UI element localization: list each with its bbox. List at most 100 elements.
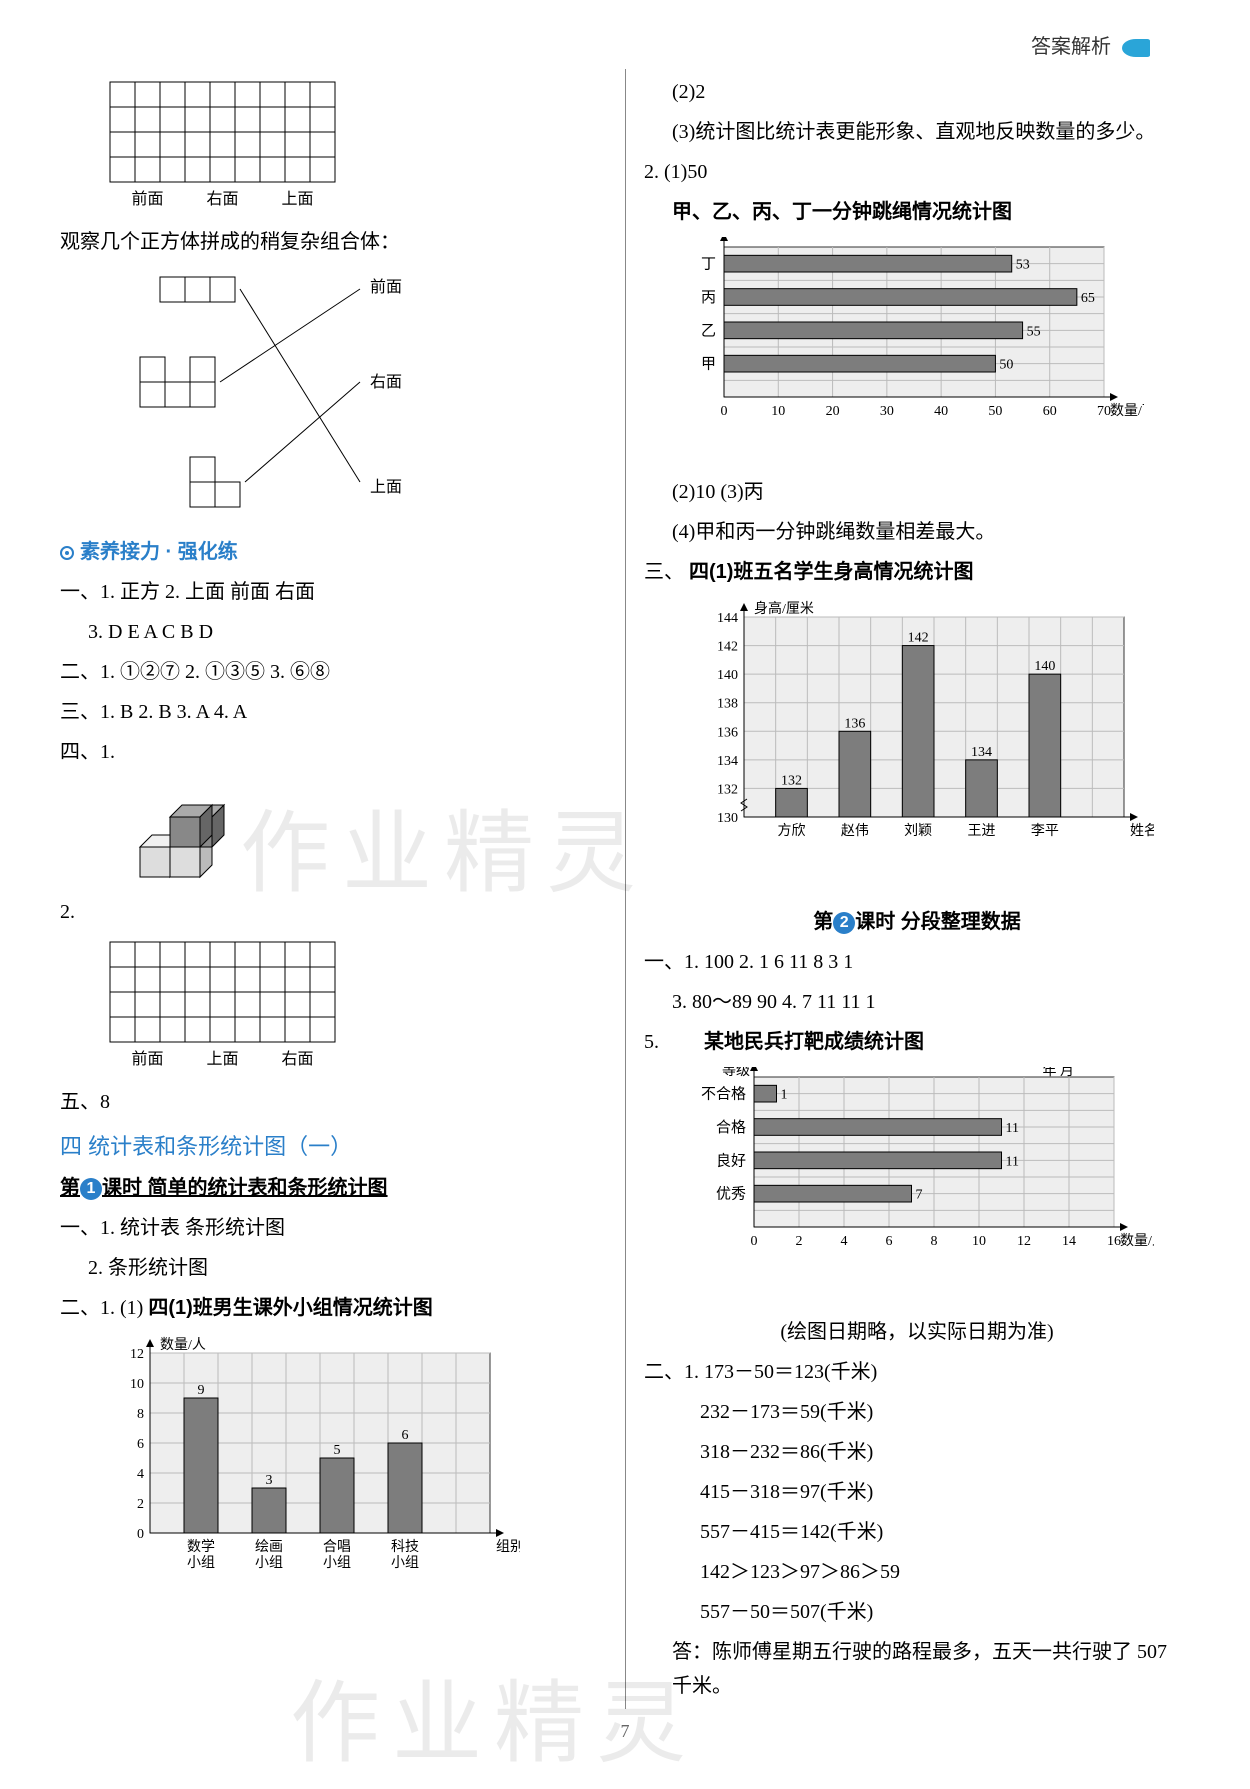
svg-text:50: 50 (988, 404, 1002, 419)
chart3: 130132134136138140142144身高/厘米132方欣136赵伟1… (674, 597, 1190, 897)
calc-1: 232－173＝59(千米) (644, 1395, 1190, 1429)
svg-text:小组: 小组 (255, 1555, 283, 1571)
svg-text:140: 140 (717, 668, 738, 683)
lesson2-title: 课时 分段整理数据 (855, 911, 1021, 933)
svg-text:9: 9 (198, 1383, 205, 1398)
ans-l1: 一、1. 正方 2. 上面 前面 右面 (60, 575, 607, 609)
svg-text:小组: 小组 (391, 1555, 419, 1571)
svg-text:2: 2 (796, 1234, 803, 1249)
r5: (4)甲和丙一分钟跳绳数量相差最大。 (644, 515, 1190, 549)
page: 答案解析 前面右面上面 观察几个正方体拼成的稍复杂组合体： 前面右面上面 素养接… (0, 0, 1250, 1782)
svg-text:142: 142 (717, 640, 738, 655)
sub-title-1-text: 素养接力 · 强化练 (80, 541, 238, 563)
svg-text:55: 55 (1027, 324, 1041, 339)
svg-text:40: 40 (934, 404, 948, 419)
svg-text:138: 138 (717, 697, 738, 712)
svg-text:136: 136 (844, 716, 865, 731)
big-section-title: 四 统计表和条形统计图（一） (60, 1129, 607, 1161)
r2: (3)统计图比统计表更能形象、直观地反映数量的多少。 (644, 115, 1190, 149)
svg-text:50: 50 (999, 358, 1013, 373)
lesson1-title: 课时 简单的统计表和条形统计图 (102, 1177, 388, 1199)
svg-text:身高/厘米: 身高/厘米 (754, 600, 814, 617)
top-grid: 前面右面上面 (90, 77, 607, 217)
s2-l3-line: 5. 某地民兵打靶成绩统计图 (644, 1025, 1190, 1059)
five: 五、8 (60, 1085, 607, 1119)
svg-text:数量/人: 数量/人 (160, 1337, 206, 1353)
r7: (绘图日期略，以实际日期为准) (644, 1315, 1190, 1349)
svg-text:组别: 组别 (496, 1539, 520, 1555)
s1-l1: 一、1. 统计表 条形统计图 (60, 1211, 607, 1245)
svg-text:1: 1 (781, 1088, 788, 1103)
svg-text:8: 8 (931, 1234, 938, 1249)
calc-head-line: 二、1. 173－50＝123(千米) (644, 1355, 1190, 1389)
r3: 2. (1)50 (644, 155, 1190, 189)
svg-text:前面: 前面 (131, 1050, 163, 1068)
svg-text:6: 6 (886, 1234, 893, 1249)
header-text: 答案解析 (1031, 36, 1111, 58)
circle-num-2: 2 (833, 912, 855, 934)
chart1: 024681012数量/人9数学小组3绘画小组5合唱小组6科技小组组别 (90, 1333, 607, 1613)
r6-line: 三、 四(1)班五名学生身高情况统计图 (644, 555, 1190, 589)
lesson2-line: 第2课时 分段整理数据 (644, 905, 1190, 939)
calc-4: 557－415＝142(千米) (644, 1515, 1190, 1549)
left-column: 前面右面上面 观察几个正方体拼成的稍复杂组合体： 前面右面上面 素养接力 · 强… (60, 69, 625, 1709)
svg-text:53: 53 (1016, 258, 1030, 273)
lesson1-line: 第1课时 简单的统计表和条形统计图 (60, 1171, 607, 1205)
svg-text:小组: 小组 (323, 1555, 351, 1571)
svg-text:不合格: 不合格 (701, 1086, 746, 1103)
svg-text:4: 4 (841, 1234, 848, 1249)
svg-text:10: 10 (972, 1234, 986, 1249)
s2-l2: 3. 80～89 90 4. 7 11 11 1 (644, 985, 1190, 1019)
svg-text:王进: 王进 (968, 823, 996, 839)
svg-text:142: 142 (908, 631, 929, 646)
svg-text:60: 60 (1043, 404, 1057, 419)
right-column: (2)2 (3)统计图比统计表更能形象、直观地反映数量的多少。 2. (1)50… (625, 69, 1190, 1709)
svg-text:134: 134 (971, 745, 992, 760)
fish-icon (1122, 39, 1150, 57)
svg-text:绘画: 绘画 (255, 1539, 283, 1555)
svg-text:20: 20 (826, 404, 840, 419)
svg-text:方欣: 方欣 (778, 823, 806, 839)
svg-text:16: 16 (1107, 1234, 1121, 1249)
ans-l2: 3. D E A C B D (60, 615, 607, 649)
ans-l4: 三、1. B 2. B 3. A 4. A (60, 695, 607, 729)
svg-text:144: 144 (717, 611, 738, 626)
s2-l3: 5. (644, 1031, 659, 1053)
s1-l3-pre: 二、1. (1) (60, 1297, 143, 1319)
svg-text:前面: 前面 (131, 190, 163, 208)
svg-text:5: 5 (334, 1443, 341, 1458)
svg-text:甲: 甲 (701, 357, 716, 373)
ans-l5: 四、1. (60, 735, 607, 769)
svg-text:132: 132 (717, 782, 738, 797)
svg-text:10: 10 (771, 404, 785, 419)
svg-text:140: 140 (1034, 659, 1055, 674)
circle-num-1: 1 (80, 1178, 102, 1200)
r1: (2)2 (644, 75, 1190, 109)
chart3-title: 四(1)班五名学生身高情况统计图 (689, 561, 973, 583)
svg-text:8: 8 (137, 1407, 144, 1422)
lesson2-pre: 第 (813, 911, 833, 933)
svg-text:136: 136 (717, 725, 738, 740)
lesson1-pre: 第 (60, 1177, 80, 1199)
svg-text:11: 11 (1006, 1121, 1019, 1136)
s1-l3: 二、1. (1) 四(1)班男生课外小组情况统计图 (60, 1291, 607, 1325)
cube-figure (120, 777, 607, 887)
svg-text:丙: 丙 (701, 290, 716, 306)
chart2-title: 甲、乙、丙、丁一分钟跳绳情况统计图 (644, 195, 1190, 229)
svg-text:10: 10 (130, 1377, 144, 1392)
svg-text:丁: 丁 (701, 257, 716, 273)
svg-text:良好: 良好 (716, 1152, 746, 1169)
svg-text:4: 4 (137, 1467, 144, 1482)
svg-text:132: 132 (781, 773, 802, 788)
calc-6: 557－50＝507(千米) (644, 1595, 1190, 1629)
calc-2: 318－232＝86(千米) (644, 1435, 1190, 1469)
s2-l1: 一、1. 100 2. 1 6 11 8 3 1 (644, 945, 1190, 979)
svg-text:右面: 右面 (370, 373, 402, 391)
svg-text:14: 14 (1062, 1234, 1076, 1249)
mid-grid: 前面上面右面 (90, 937, 607, 1077)
r6: 三、 (644, 561, 684, 583)
svg-text:优秀: 优秀 (716, 1186, 746, 1203)
svg-text:数学: 数学 (187, 1539, 215, 1555)
svg-text:30: 30 (880, 404, 894, 419)
svg-text:右面: 右面 (206, 190, 238, 208)
